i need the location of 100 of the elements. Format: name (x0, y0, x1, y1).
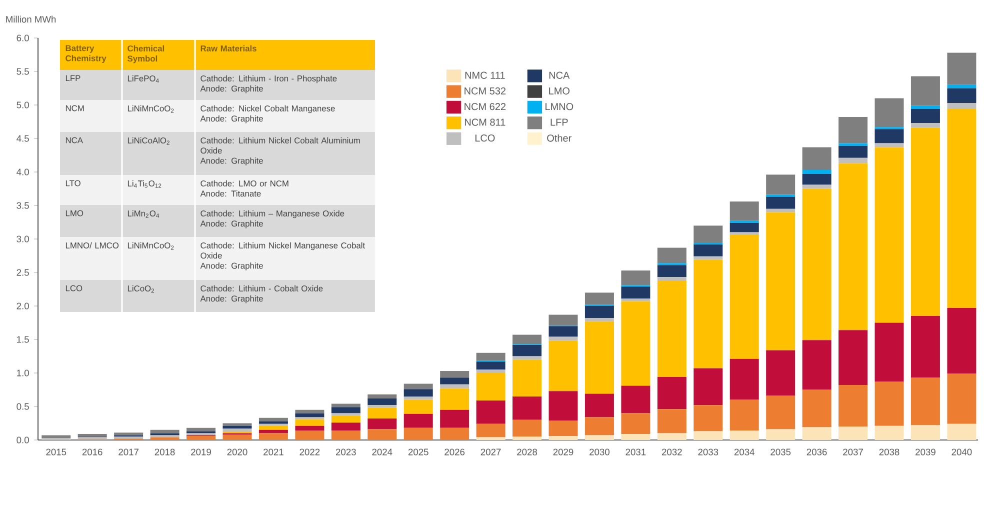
bar (838, 143, 868, 146)
bar (947, 424, 976, 440)
bar (368, 408, 397, 419)
bar (910, 316, 940, 378)
annotation: Cathode: LMO or NCM (200, 180, 288, 186)
bar (548, 340, 578, 392)
bar (584, 435, 614, 440)
bar (440, 388, 470, 410)
bar (368, 405, 397, 408)
y-tick-label: 2.0 (16, 302, 29, 310)
bar (548, 336, 578, 341)
bar (947, 374, 976, 424)
bar (186, 436, 216, 440)
bar (766, 174, 796, 195)
bar (802, 427, 832, 440)
y-tick-label: 0.0 (16, 436, 29, 444)
annotation: Anode: Graphite (200, 115, 263, 124)
bar (621, 413, 650, 434)
bar (440, 384, 470, 388)
bar (657, 277, 686, 281)
bar (404, 400, 433, 414)
annotation: LiCoO$_{2}$ (128, 285, 154, 293)
bar (295, 413, 324, 418)
bar (584, 318, 614, 322)
x-tick-label: 2037 (843, 448, 863, 456)
x-tick-label: 2029 (553, 448, 574, 456)
bar (512, 436, 542, 440)
bar (476, 352, 506, 361)
bar (368, 429, 397, 440)
bar (694, 368, 723, 406)
x-tick-label: 2027 (480, 448, 501, 456)
bar (404, 428, 433, 440)
bar (404, 384, 433, 390)
annotation: Anode: Graphite (200, 85, 263, 94)
bar (802, 174, 832, 185)
x-tick-label: 2036 (806, 448, 827, 456)
annotation: LiNiCoAlO$_{2}$ (128, 137, 170, 145)
annotation: Li$_{4}$Ti$_{5}$O$_{12}$ (128, 180, 162, 188)
bar (404, 414, 433, 428)
bar (657, 409, 686, 434)
bar (584, 394, 614, 418)
bar (150, 437, 180, 440)
x-tick-label: 2020 (227, 448, 248, 456)
bar (331, 413, 360, 416)
bar (621, 301, 650, 386)
bar (730, 201, 759, 221)
bar (440, 378, 470, 384)
y-tick-label: 1.5 (17, 336, 29, 343)
category-label: Raw Materials (200, 45, 256, 52)
bar (947, 308, 976, 374)
x-tick-label: 2038 (879, 448, 900, 456)
bar (947, 109, 976, 308)
x-tick-label: 2022 (300, 448, 320, 456)
bar (766, 396, 796, 430)
bar (476, 424, 506, 438)
bar (838, 163, 868, 330)
bar (621, 270, 650, 286)
annotation: LiNiMnCoO$_{2}$ (128, 242, 174, 250)
annotation: Anode: Graphite (200, 158, 263, 166)
x-tick-label: 2035 (770, 448, 791, 456)
x-tick-label: 2030 (590, 448, 610, 456)
bar (258, 418, 288, 422)
bar (730, 232, 759, 235)
x-tick-label: 2023 (336, 448, 356, 456)
x-tick-label: 2033 (698, 448, 718, 456)
y-tick-label: 3.5 (16, 202, 29, 209)
annotation: NCA (66, 137, 83, 144)
bar (802, 340, 832, 390)
bar (621, 386, 650, 414)
bar (512, 356, 542, 360)
annotation: LiFePO$_{4}$ (128, 75, 159, 83)
bar (910, 106, 940, 110)
annotation: Anode: Graphite (200, 262, 263, 270)
y-tick-label: 4.0 (16, 168, 29, 176)
bar (694, 256, 723, 260)
category-label: Battery Chemistry (66, 45, 106, 63)
bar (694, 260, 723, 368)
bar (657, 377, 686, 410)
bar (584, 321, 614, 394)
bar (150, 430, 180, 434)
bar (512, 420, 542, 437)
bar (548, 391, 578, 421)
bar (440, 410, 470, 428)
y-tick-label: 2.5 (16, 269, 29, 276)
bar (584, 292, 614, 305)
annotation: Cathode: Lithium Nickel Cobalt Aluminium Oxide (200, 137, 360, 154)
legend-label: LCO (475, 134, 495, 142)
y-tick-label: 6.0 (16, 34, 29, 42)
annotation: Cathode: Lithium Nickel Manganese Cobalt Oxide (200, 242, 366, 259)
y-tick-label: 5.0 (16, 102, 29, 108)
bar (404, 396, 433, 400)
bar (838, 330, 868, 386)
bar (874, 322, 904, 382)
legend-label: NCA (549, 72, 570, 79)
bar (910, 76, 940, 106)
bar (621, 286, 650, 299)
bar (368, 398, 397, 406)
bar (222, 423, 252, 426)
bar (476, 372, 506, 400)
bar (295, 430, 324, 440)
